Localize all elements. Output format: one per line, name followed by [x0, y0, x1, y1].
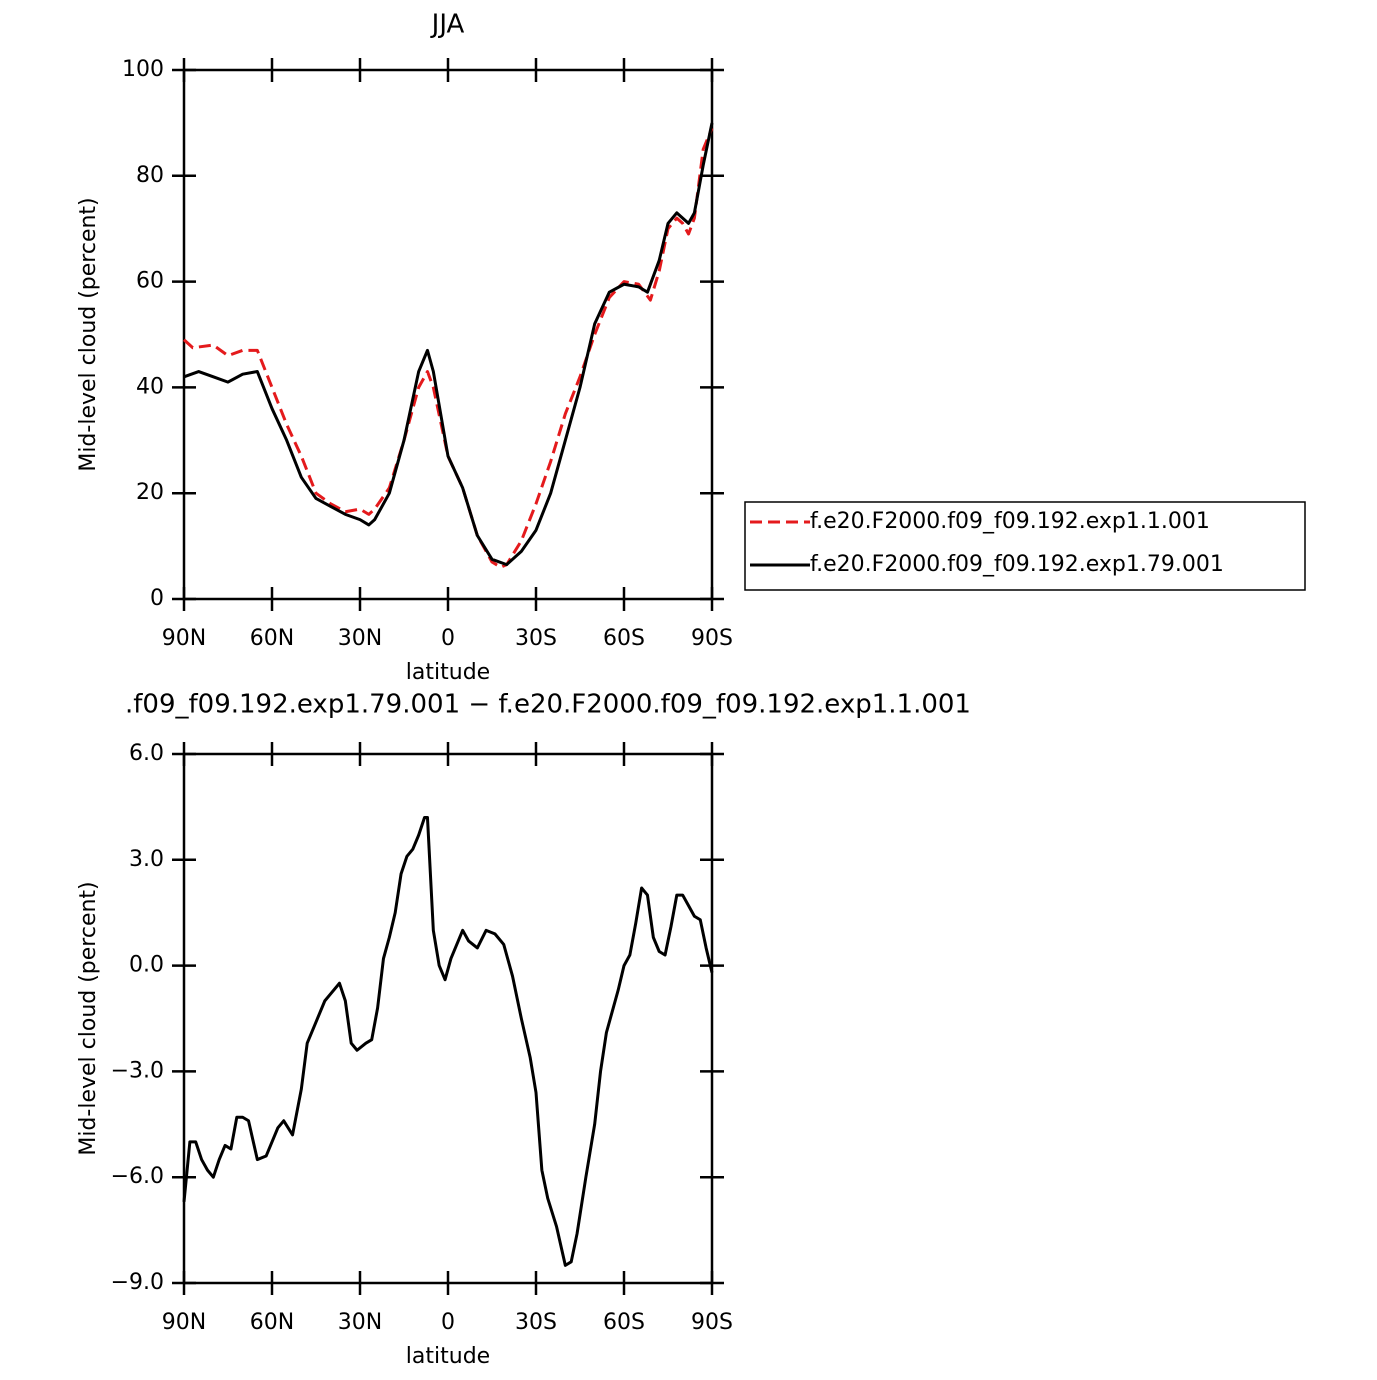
x-tick-label: 90N	[162, 626, 206, 651]
y-tick-label: 0.0	[129, 953, 164, 978]
x-axis-label: latitude	[406, 660, 490, 685]
plot-frame	[182, 752, 714, 1285]
x-tick-label: 60N	[250, 1310, 294, 1335]
x-tick-label: 60S	[603, 1310, 645, 1335]
x-tick-label: 0	[441, 626, 455, 651]
y-tick-label: 40	[136, 374, 164, 399]
y-tick-label: 0	[150, 586, 164, 611]
data-line	[183, 122, 714, 567]
x-tick-label: 30N	[338, 626, 382, 651]
x-tick-label: 30S	[515, 1310, 557, 1335]
y-tick-label: 6.0	[129, 741, 164, 766]
legend-box	[744, 501, 1306, 591]
y-axis-label: Mid-level cloud (percent)	[76, 881, 101, 1155]
x-axis-label: latitude	[406, 1344, 490, 1369]
x-tick-label: 90N	[162, 1310, 206, 1335]
y-tick-label: 100	[122, 57, 164, 82]
chart-title: JJA	[430, 10, 465, 40]
y-tick-label: 20	[136, 480, 164, 505]
y-tick-label: −9.0	[111, 1270, 164, 1295]
x-tick-label: 30N	[338, 1310, 382, 1335]
x-tick-label: 30S	[515, 626, 557, 651]
x-tick-label: 60S	[603, 626, 645, 651]
y-tick-label: −6.0	[111, 1164, 164, 1189]
x-tick-label: 60N	[250, 626, 294, 651]
chart-title: .f09_f09.192.exp1.79.001 − f.e20.F2000.f…	[125, 690, 971, 720]
y-tick-label: 80	[136, 163, 164, 188]
x-tick-label: 0	[441, 1310, 455, 1335]
data-line	[182, 815, 714, 1267]
legend-label: f.e20.F2000.f09_f09.192.exp1.79.001	[810, 552, 1224, 577]
plot-frame	[182, 68, 714, 601]
y-tick-label: 60	[136, 269, 164, 294]
y-tick-label: −3.0	[111, 1058, 164, 1083]
x-tick-label: 90S	[691, 626, 733, 651]
y-axis-label: Mid-level cloud (percent)	[76, 197, 101, 471]
x-tick-label: 90S	[691, 1310, 733, 1335]
data-line	[182, 127, 714, 569]
y-tick-label: 3.0	[129, 847, 164, 872]
legend-label: f.e20.F2000.f09_f09.192.exp1.1.001	[810, 509, 1210, 534]
